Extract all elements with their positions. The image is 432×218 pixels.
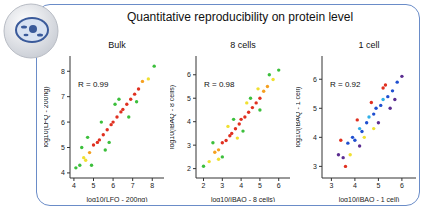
svg-text:log10(iBAQ - 1 cell): log10(iBAQ - 1 cell) [296, 87, 302, 148]
svg-text:5: 5 [376, 182, 380, 189]
svg-text:log10(iBAQ - 8 cells): log10(iBAQ - 8 cells) [170, 85, 176, 149]
svg-text:4: 4 [61, 169, 65, 176]
svg-text:5: 5 [92, 182, 96, 189]
svg-text:4: 4 [187, 118, 191, 125]
svg-text:6: 6 [277, 182, 281, 189]
svg-text:4: 4 [72, 182, 76, 189]
svg-text:4: 4 [313, 134, 317, 141]
svg-text:2: 2 [202, 182, 206, 189]
html-text:8 cells: 8 cells [230, 40, 256, 50]
svg-text:2: 2 [187, 165, 191, 172]
svg-text:6: 6 [400, 182, 404, 189]
svg-text:7: 7 [131, 182, 135, 189]
html-text:R = 0.98: R = 0.98 [204, 80, 235, 89]
svg-text:6: 6 [187, 71, 191, 78]
svg-text:5: 5 [258, 182, 262, 189]
svg-text:3: 3 [313, 163, 317, 170]
svg-text:5: 5 [61, 144, 65, 151]
svg-text:log10(iBAQ - 1 cell): log10(iBAQ - 1 cell) [339, 196, 400, 202]
svg-text:6: 6 [111, 182, 115, 189]
svg-text:4: 4 [239, 182, 243, 189]
html-text:1 cell: 1 cell [358, 40, 380, 50]
svg-text:3: 3 [329, 182, 333, 189]
svg-text:3: 3 [220, 182, 224, 189]
svg-text:5: 5 [187, 95, 191, 102]
svg-text:8: 8 [61, 68, 65, 75]
svg-text:5: 5 [313, 105, 317, 112]
svg-text:log10(iBAQ - 8 cells): log10(iBAQ - 8 cells) [211, 196, 275, 202]
html-text:Bulk: Bulk [108, 40, 126, 50]
html-text:R = 0.99: R = 0.99 [78, 80, 109, 89]
svg-text:4: 4 [353, 182, 357, 189]
html-text:Quantitative reproducibility o: Quantitative reproducibility on protein … [126, 10, 354, 24]
svg-text:6: 6 [61, 119, 65, 126]
html-text:R = 0.92: R = 0.92 [330, 80, 361, 89]
svg-text:6: 6 [313, 76, 317, 83]
svg-text:log10(LFQ - 200ng): log10(LFQ - 200ng) [86, 196, 147, 202]
svg-text:3: 3 [187, 142, 191, 149]
svg-text:log10(LFQ - 200ng): log10(LFQ - 200ng) [44, 86, 50, 147]
svg-text:7: 7 [61, 93, 65, 100]
svg-text:8: 8 [150, 182, 154, 189]
